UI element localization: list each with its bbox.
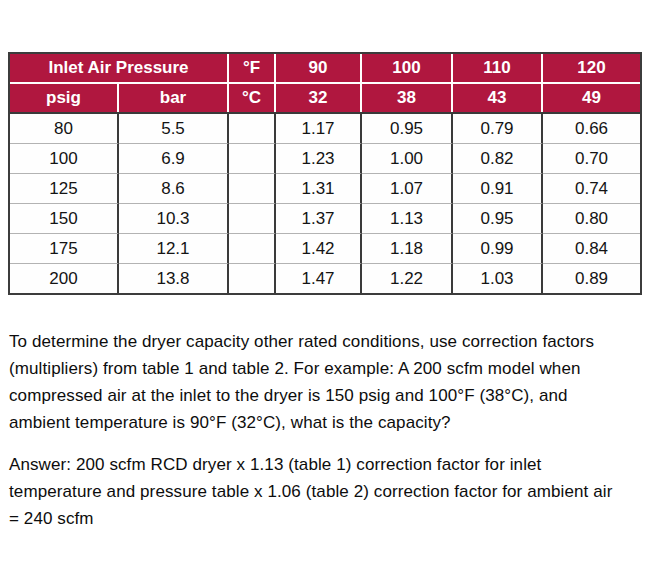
psig-value: 200	[10, 263, 119, 293]
factor-value: 0.79	[453, 112, 543, 143]
factor-value: 1.13	[362, 203, 453, 233]
header-fahrenheit: °F	[229, 54, 276, 84]
header-temp-f-100: 100	[362, 54, 453, 84]
answer-line: temperature and pressure table x 1.06 (t…	[9, 478, 647, 505]
bar-value: 6.9	[119, 143, 229, 173]
answer-line: Answer: 200 scfm RCD dryer x 1.13 (table…	[9, 451, 647, 478]
header-temp-f-110: 110	[453, 54, 543, 84]
correction-factor-table: Inlet Air Pressure °F 90 100 110 120 psi…	[10, 54, 640, 293]
intro-line: ambient temperature is 90°F (32°C), what…	[9, 409, 647, 436]
table-row: 175 12.1 1.42 1.18 0.99 0.84	[10, 233, 640, 263]
answer-line: = 240 scfm	[9, 505, 647, 532]
table-row: 80 5.5 1.17 0.95 0.79 0.66	[10, 112, 640, 143]
header-temp-c-49: 49	[543, 84, 640, 112]
table-row: 150 10.3 1.37 1.13 0.95 0.80	[10, 203, 640, 233]
factor-value: 0.84	[543, 233, 640, 263]
factor-value: 0.80	[543, 203, 640, 233]
bar-value: 13.8	[119, 263, 229, 293]
psig-value: 100	[10, 143, 119, 173]
bar-value: 10.3	[119, 203, 229, 233]
empty-temp-cell	[229, 263, 276, 293]
empty-temp-cell	[229, 233, 276, 263]
correction-factor-table-wrap: Inlet Air Pressure °F 90 100 110 120 psi…	[8, 52, 642, 295]
answer-paragraph: Answer: 200 scfm RCD dryer x 1.13 (table…	[9, 451, 647, 532]
factor-value: 0.95	[453, 203, 543, 233]
factor-value: 0.82	[453, 143, 543, 173]
factor-value: 1.22	[362, 263, 453, 293]
table-header-row-2: psig bar °C 32 38 43 49	[10, 84, 640, 112]
psig-value: 175	[10, 233, 119, 263]
factor-value: 0.89	[543, 263, 640, 293]
empty-temp-cell	[229, 143, 276, 173]
psig-value: 125	[10, 173, 119, 203]
intro-line: (multipliers) from table 1 and table 2. …	[9, 355, 647, 382]
header-temp-f-90: 90	[276, 54, 362, 84]
factor-value: 1.00	[362, 143, 453, 173]
bar-value: 5.5	[119, 112, 229, 143]
factor-value: 1.37	[276, 203, 362, 233]
factor-value: 1.03	[453, 263, 543, 293]
table-row: 125 8.6 1.31 1.07 0.91 0.74	[10, 173, 640, 203]
intro-line: compressed air at the inlet to the dryer…	[9, 382, 647, 409]
header-temp-c-32: 32	[276, 84, 362, 112]
factor-value: 0.91	[453, 173, 543, 203]
factor-value: 0.74	[543, 173, 640, 203]
header-temp-f-120: 120	[543, 54, 640, 84]
header-psig: psig	[10, 84, 119, 112]
header-temp-c-43: 43	[453, 84, 543, 112]
factor-value: 1.23	[276, 143, 362, 173]
bar-value: 8.6	[119, 173, 229, 203]
empty-temp-cell	[229, 203, 276, 233]
bar-value: 12.1	[119, 233, 229, 263]
factor-value: 1.31	[276, 173, 362, 203]
factor-value: 1.47	[276, 263, 362, 293]
intro-line: To determine the dryer capacity other ra…	[9, 328, 647, 355]
factor-value: 1.17	[276, 112, 362, 143]
factor-value: 0.66	[543, 112, 640, 143]
psig-value: 150	[10, 203, 119, 233]
header-temp-c-38: 38	[362, 84, 453, 112]
empty-temp-cell	[229, 112, 276, 143]
header-bar: bar	[119, 84, 229, 112]
table-header-row-1: Inlet Air Pressure °F 90 100 110 120	[10, 54, 640, 84]
intro-paragraph: To determine the dryer capacity other ra…	[9, 328, 647, 436]
header-inlet-air-pressure: Inlet Air Pressure	[10, 54, 229, 84]
factor-value: 0.70	[543, 143, 640, 173]
document-page: Inlet Air Pressure °F 90 100 110 120 psi…	[0, 0, 650, 583]
table-row: 100 6.9 1.23 1.00 0.82 0.70	[10, 143, 640, 173]
header-celsius: °C	[229, 84, 276, 112]
factor-value: 1.18	[362, 233, 453, 263]
factor-value: 1.07	[362, 173, 453, 203]
empty-temp-cell	[229, 173, 276, 203]
table-row: 200 13.8 1.47 1.22 1.03 0.89	[10, 263, 640, 293]
factor-value: 0.95	[362, 112, 453, 143]
factor-value: 1.42	[276, 233, 362, 263]
factor-value: 0.99	[453, 233, 543, 263]
psig-value: 80	[10, 112, 119, 143]
